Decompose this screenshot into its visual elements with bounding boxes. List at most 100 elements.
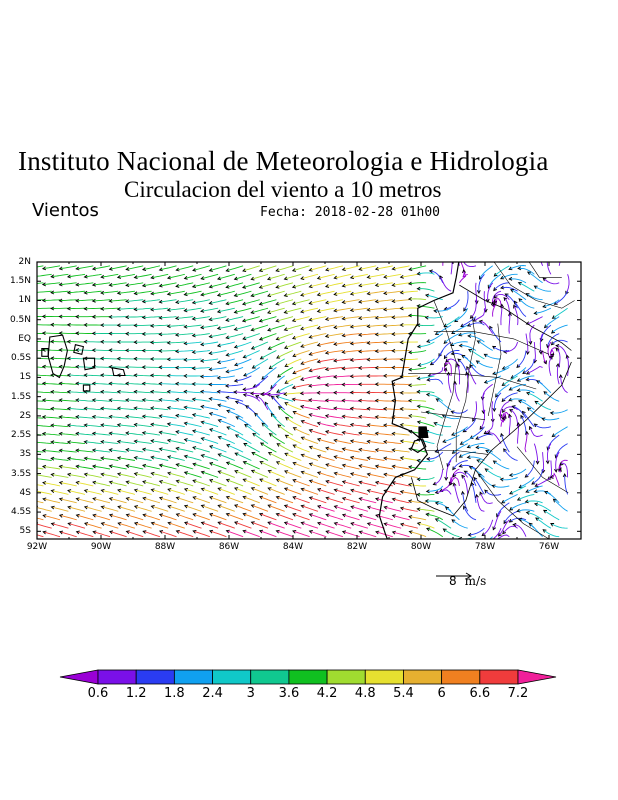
wind-streamline xyxy=(442,414,460,420)
wind-arrowhead xyxy=(217,435,222,440)
wind-arrowhead xyxy=(308,284,313,289)
wind-streamline xyxy=(526,366,543,375)
wind-streamline xyxy=(292,265,310,272)
wind-arrowhead xyxy=(66,373,71,378)
wind-arrowhead xyxy=(562,473,567,478)
wind-streamline xyxy=(109,416,127,419)
wind-arrowhead xyxy=(275,268,280,272)
wind-arrowhead xyxy=(468,349,473,353)
wind-streamline xyxy=(242,282,260,289)
wind-arrowhead xyxy=(41,314,46,319)
wind-streamline xyxy=(358,432,377,436)
wind-arrowhead xyxy=(258,318,263,323)
wind-arrowhead xyxy=(407,281,413,286)
wind-streamline xyxy=(117,273,135,278)
wind-streamline xyxy=(417,305,435,309)
wind-arrowhead xyxy=(458,332,463,337)
wind-arrowhead xyxy=(426,527,431,532)
wind-arrowhead xyxy=(166,373,171,378)
wind-streamline xyxy=(426,513,444,521)
wind-streamline xyxy=(142,415,160,419)
wind-streamline xyxy=(37,265,44,268)
galapagos-floreana xyxy=(82,384,91,392)
wind-arrowhead xyxy=(300,470,305,475)
wind-arrowhead xyxy=(158,479,163,484)
wind-arrowhead xyxy=(91,464,97,469)
wind-streamline xyxy=(151,456,169,461)
wind-arrowhead xyxy=(544,490,549,495)
wind-arrowhead xyxy=(83,274,88,279)
wind-streamline xyxy=(284,402,302,411)
wind-streamline xyxy=(501,493,518,504)
wind-arrowhead xyxy=(166,438,171,443)
wind-arrowhead xyxy=(424,293,430,298)
wind-streamline xyxy=(151,290,169,295)
wind-arrowhead xyxy=(374,365,379,370)
wind-streamline xyxy=(475,282,478,304)
wind-streamline xyxy=(167,391,185,394)
wind-arrowhead xyxy=(167,471,172,476)
wind-arrowhead xyxy=(485,449,490,454)
wind-streamline xyxy=(51,473,69,478)
wind-arrowhead xyxy=(333,438,338,443)
wind-arrowhead xyxy=(366,324,371,329)
wind-arrowhead xyxy=(200,404,205,409)
wind-arrowhead xyxy=(349,291,354,296)
wind-streamline xyxy=(383,307,402,311)
wind-streamline xyxy=(192,366,210,369)
wind-arrowhead xyxy=(200,276,205,281)
wind-arrowhead xyxy=(259,460,264,465)
wind-arrowhead xyxy=(166,324,171,329)
wind-streamline xyxy=(400,408,418,411)
wind-streamline xyxy=(59,531,77,538)
wind-streamline xyxy=(551,339,568,346)
wind-streamline xyxy=(479,409,485,430)
wind-streamline xyxy=(126,497,144,504)
wind-streamline xyxy=(342,481,360,487)
wind-arrowhead xyxy=(75,381,80,386)
wind-streamline xyxy=(531,468,544,485)
wind-streamline xyxy=(209,333,227,338)
wind-streamline xyxy=(359,497,377,504)
wind-streamline xyxy=(384,506,402,512)
wind-arrowhead xyxy=(407,398,412,403)
wind-arrowhead xyxy=(520,414,524,419)
wind-arrowhead xyxy=(108,266,113,271)
wind-streamline xyxy=(92,498,111,504)
wind-streamline xyxy=(267,324,285,331)
wind-arrowhead xyxy=(374,480,380,485)
wind-arrowhead xyxy=(486,430,491,435)
wind-streamline xyxy=(426,333,444,343)
wind-arrowhead xyxy=(503,296,508,301)
wind-arrowhead xyxy=(66,290,71,295)
border-line xyxy=(459,284,572,351)
wind-streamline xyxy=(209,445,227,453)
wind-streamline xyxy=(517,389,535,394)
wind-arrowhead xyxy=(66,306,71,311)
lat-label: 2S xyxy=(19,410,31,421)
wind-arrowhead xyxy=(225,529,230,534)
wind-streamline xyxy=(517,493,535,501)
wind-streamline xyxy=(358,316,377,319)
wind-streamline xyxy=(477,340,493,351)
wind-streamline xyxy=(518,298,535,309)
wind-arrowhead xyxy=(491,301,496,306)
wind-arrowhead xyxy=(175,513,180,517)
wind-streamline xyxy=(559,462,569,478)
wind-streamline xyxy=(529,426,543,437)
wind-streamline xyxy=(76,265,94,270)
lon-label: 80W xyxy=(410,542,432,552)
wind-arrowhead xyxy=(259,495,264,500)
wind-streamline xyxy=(67,357,86,360)
wind-streamline xyxy=(358,416,377,419)
lat-label: 2.5S xyxy=(10,430,31,441)
wind-streamline xyxy=(217,358,235,364)
wind-arrowhead xyxy=(525,370,530,375)
wind-arrowhead xyxy=(451,450,456,454)
wind-streamline xyxy=(325,463,344,470)
wind-arrowhead xyxy=(533,502,539,507)
wind-streamline xyxy=(409,350,427,353)
wind-arrowhead xyxy=(366,472,371,477)
wind-streamline xyxy=(176,480,194,487)
